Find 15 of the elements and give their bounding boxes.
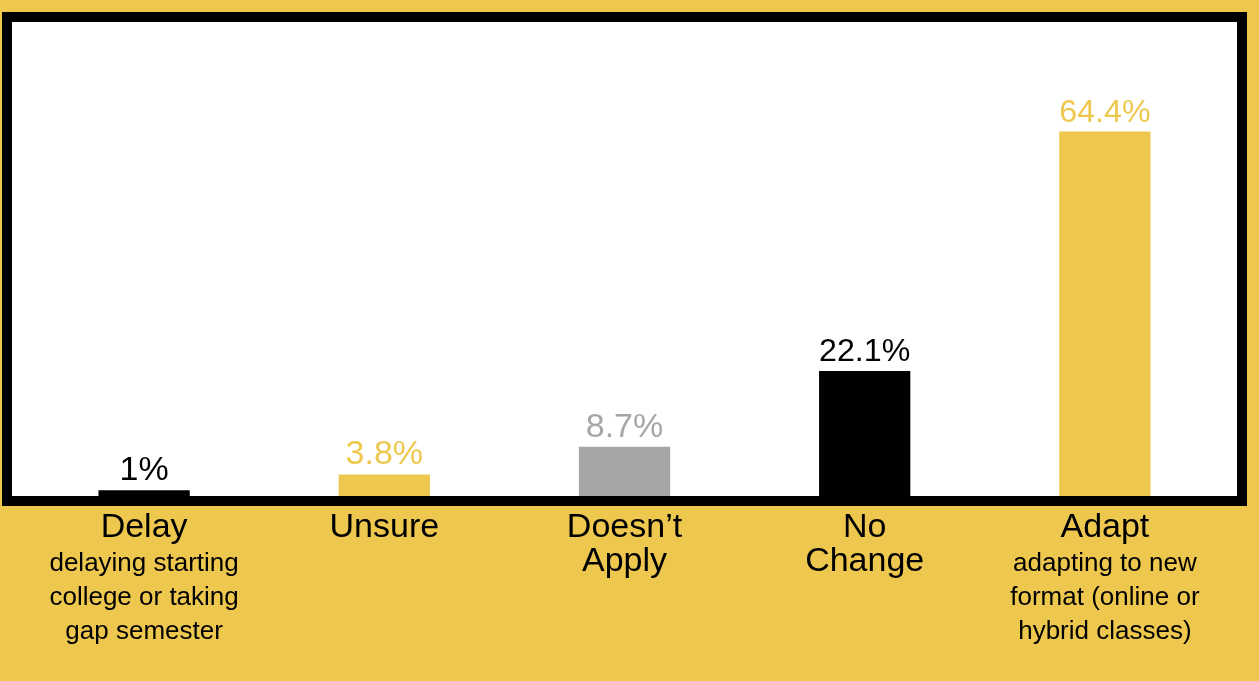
- x-tick-label: Adapt adapting to new format (online or hybrid classes): [1010, 506, 1200, 645]
- data-label: 1%: [119, 449, 169, 488]
- bar: [98, 490, 190, 496]
- x-tick-label: No Change: [805, 506, 925, 578]
- data-label: 22.1%: [819, 332, 911, 369]
- bar: [819, 370, 911, 496]
- x-tick-label: Unsure: [329, 506, 440, 545]
- data-label: 64.4%: [1059, 92, 1151, 129]
- x-tick-label: Doesn’t Apply: [566, 506, 683, 578]
- x-tick-label: Delay delaying starting college or taking gap semester: [49, 506, 239, 645]
- bar: [1059, 131, 1151, 496]
- data-label: 8.7%: [585, 405, 664, 444]
- bar: [578, 446, 671, 496]
- bar: [338, 474, 430, 496]
- data-label: 3.8%: [345, 433, 424, 472]
